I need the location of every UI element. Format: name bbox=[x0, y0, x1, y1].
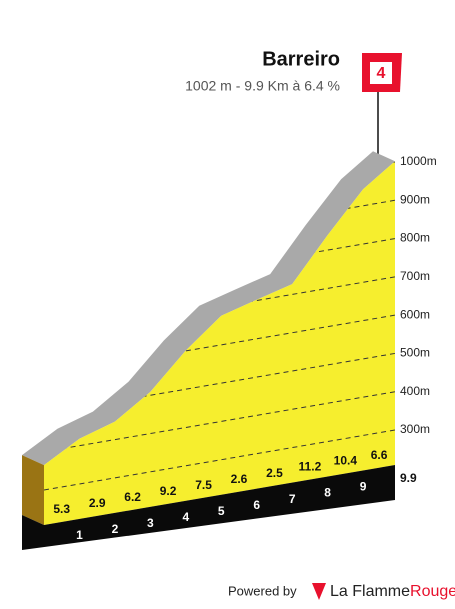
y-tick-label: 600m bbox=[400, 307, 430, 321]
y-tick-label: 300m bbox=[400, 422, 430, 436]
gradient-label: 2.5 bbox=[266, 466, 283, 480]
powered-by: Powered by bbox=[228, 583, 297, 598]
x-tick-label: 1 bbox=[76, 528, 83, 542]
x-tick-label: 4 bbox=[182, 510, 189, 524]
y-tick-label: 400m bbox=[400, 384, 430, 398]
title: Barreiro bbox=[262, 48, 340, 70]
x-tick-label: 3 bbox=[147, 516, 154, 530]
x-tick-label: 5 bbox=[218, 504, 225, 518]
gradient-label: 11.2 bbox=[299, 460, 322, 474]
gradient-label: 2.6 bbox=[231, 472, 248, 486]
gradient-label: 7.5 bbox=[195, 478, 212, 492]
gradient-label: 10.4 bbox=[334, 454, 358, 468]
x-tick-label: 9 bbox=[360, 480, 367, 494]
y-tick-label: 500m bbox=[400, 346, 430, 360]
gradient-label: 5.3 bbox=[53, 502, 70, 516]
profile-area bbox=[44, 161, 395, 526]
side-face bbox=[22, 455, 44, 526]
logo bbox=[312, 583, 326, 600]
x-tick-label: 6 bbox=[253, 498, 260, 512]
badge-box bbox=[370, 62, 392, 84]
x-tick-label: 2 bbox=[112, 522, 119, 536]
gradient-label: 2.9 bbox=[89, 496, 106, 510]
y-tick-label: 900m bbox=[400, 192, 430, 206]
y-tick-label: 700m bbox=[400, 269, 430, 283]
top-surface bbox=[22, 151, 395, 466]
category-badge: 4 bbox=[377, 65, 386, 82]
gradient-label: 6.6 bbox=[371, 448, 388, 462]
x-tick-label: 8 bbox=[324, 486, 331, 500]
plot: 300m 400m 500m 600m 700m 800m 900m 1000m 5.3 2.9 6… bbox=[22, 151, 437, 551]
brand-accent: Rouge bbox=[410, 583, 455, 600]
brand: La FlammeRouge bbox=[330, 583, 455, 600]
brand-main: La Flamme bbox=[330, 583, 410, 600]
y-tick-label: 800m bbox=[400, 231, 430, 245]
x-tick-label: 7 bbox=[289, 492, 296, 506]
subtitle: 1002 m - 9.9 Km à 6.4 % bbox=[185, 78, 340, 94]
gradient-label: 9.2 bbox=[160, 484, 177, 498]
y-tick-label: 1000m bbox=[400, 154, 437, 168]
gradient-label: 6.2 bbox=[124, 490, 141, 504]
base-band bbox=[22, 465, 395, 551]
x-tick-label: 9.9 bbox=[400, 471, 417, 485]
